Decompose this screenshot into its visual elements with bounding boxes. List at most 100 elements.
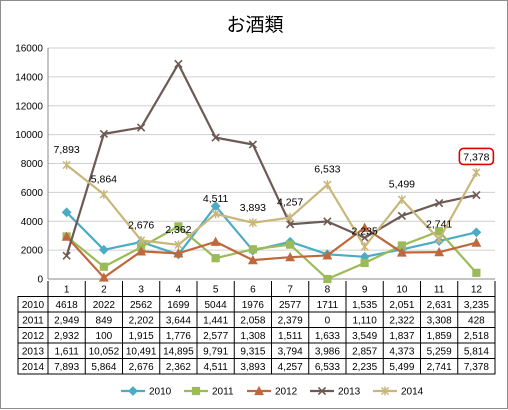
data-point-2014-1 <box>62 160 71 170</box>
table-cell: 1699 <box>167 300 190 311</box>
table-cell: 6,533 <box>315 362 340 373</box>
legend-item-2013: 2013 <box>310 387 361 398</box>
table-cell: 4,373 <box>389 346 414 357</box>
table-cell: 1,915 <box>129 331 154 342</box>
y-tick-label: 14000 <box>15 72 43 83</box>
series-2014 <box>62 160 481 252</box>
chart-title: お酒類 <box>226 14 283 36</box>
data-point-2014-6 <box>248 218 258 228</box>
data-point-2012-8 <box>322 250 333 260</box>
table-cell: 2,676 <box>129 362 154 373</box>
data-label: 4,511 <box>203 193 229 205</box>
table-cell: 5044 <box>205 300 228 311</box>
x-tick-label: 4 <box>176 284 182 295</box>
data-point-2011-8 <box>323 274 332 284</box>
x-tick-label: 5 <box>213 284 219 295</box>
legend-item-2012: 2012 <box>247 385 298 398</box>
y-tick-label: 2000 <box>21 246 44 257</box>
data-label: 5,864 <box>91 173 117 185</box>
legend-label: 2010 <box>149 387 172 398</box>
table-cell: 1,837 <box>389 331 414 342</box>
table-cell: 3,549 <box>352 331 377 342</box>
series-line-2011 <box>65 225 478 281</box>
data-label: 4,257 <box>277 197 303 209</box>
x-tick-label: 3 <box>138 284 144 295</box>
y-tick-label: 10000 <box>15 130 43 141</box>
table-cell: 10,052 <box>89 346 120 357</box>
data-point-2012-5 <box>210 236 221 246</box>
table-cell: 3,794 <box>278 346 303 357</box>
data-point-2012-4 <box>173 248 184 258</box>
data-point-2011-6 <box>248 245 257 254</box>
data-point-2011-12 <box>472 268 481 277</box>
table-cell: 2,202 <box>129 315 154 326</box>
table-cell: 1,611 <box>54 346 79 357</box>
table-cell: 1,535 <box>352 300 377 311</box>
data-label: 2,741 <box>426 218 452 230</box>
data-point-2011-4 <box>174 222 183 231</box>
y-tick-label: 6000 <box>21 188 44 199</box>
data-point-2013-10 <box>397 211 407 221</box>
table-cell: 1,776 <box>166 331 191 342</box>
series-line-2013 <box>65 62 477 257</box>
x-tick-label: 8 <box>325 284 331 295</box>
table-cell: 5,259 <box>427 346 452 357</box>
data-point-2014-11 <box>434 235 444 244</box>
y-tick-label: 4000 <box>21 217 44 228</box>
y-tick-label: 8000 <box>21 159 44 170</box>
legend-label: 2011 <box>212 387 234 398</box>
table-cell: 1,110 <box>352 315 377 326</box>
table-cell: 4618 <box>56 300 79 311</box>
data-label: 7,893 <box>53 144 79 156</box>
table-cell: 2,631 <box>427 300 452 311</box>
table-cell: 5,814 <box>464 346 489 357</box>
data-point-2011-9 <box>360 258 369 268</box>
table-cell: 1,441 <box>203 315 228 326</box>
data-labels: 7,893 5,864 2,676 2,362 4,511 3,893 4,257 6,533… <box>53 144 495 238</box>
table-row-label: 2011 <box>22 315 44 326</box>
data-point-2012-12 <box>471 237 482 247</box>
table-cell: 2,949 <box>54 315 79 326</box>
table-cell: 100 <box>96 331 113 342</box>
table-cell: 10,491 <box>126 346 157 357</box>
table-cell: 2,741 <box>427 362 452 373</box>
data-point-2010-12 <box>471 227 482 238</box>
table-cell: 4,511 <box>203 362 228 373</box>
series-line-2014 <box>65 164 478 248</box>
table-cell: 428 <box>468 315 485 326</box>
table-cell: 5,864 <box>91 362 116 373</box>
data-label: 6,533 <box>314 164 340 176</box>
data-point-2013-6 <box>248 140 258 149</box>
table-row-label: 2014 <box>22 362 45 373</box>
data-point-2010-1 <box>61 207 72 218</box>
table-cell: 1,308 <box>240 331 265 342</box>
y-tick-label: 0 <box>37 275 43 286</box>
data-point-2013-2 <box>99 129 109 139</box>
data-point-2012-1 <box>61 231 72 241</box>
series-2013 <box>62 59 481 260</box>
x-tick-label: 12 <box>471 284 483 295</box>
legend-item-2014: 2014 <box>373 387 424 398</box>
table-cell: 2,058 <box>240 315 265 326</box>
table-cell: 4,257 <box>278 362 303 373</box>
table-cell: 2,518 <box>464 331 489 342</box>
data-point-2014-2 <box>99 189 109 199</box>
table-cell: 2,051 <box>389 300 414 311</box>
data-point-2012-3 <box>136 246 147 256</box>
y-axis: 0 2000 4000 6000 8000 10000 12000 14000 16000 <box>15 44 495 286</box>
y-tick-label: 12000 <box>15 101 43 112</box>
gridlines <box>48 47 495 251</box>
series-line-2012 <box>65 226 477 279</box>
table-row-label: 2012 <box>22 331 45 342</box>
table-cell: 5,499 <box>389 362 414 373</box>
table-cell: 3,893 <box>240 362 265 373</box>
data-point-2013-4 <box>174 59 183 69</box>
data-point-2013-3 <box>136 123 146 132</box>
x-tick-label: 7 <box>287 284 293 295</box>
table-cell: 2,379 <box>278 315 303 326</box>
table-cell: 2,577 <box>203 331 228 342</box>
data-point-2013-11 <box>434 198 444 208</box>
table-cell: 2022 <box>93 300 116 311</box>
table-cell: 849 <box>96 315 113 326</box>
